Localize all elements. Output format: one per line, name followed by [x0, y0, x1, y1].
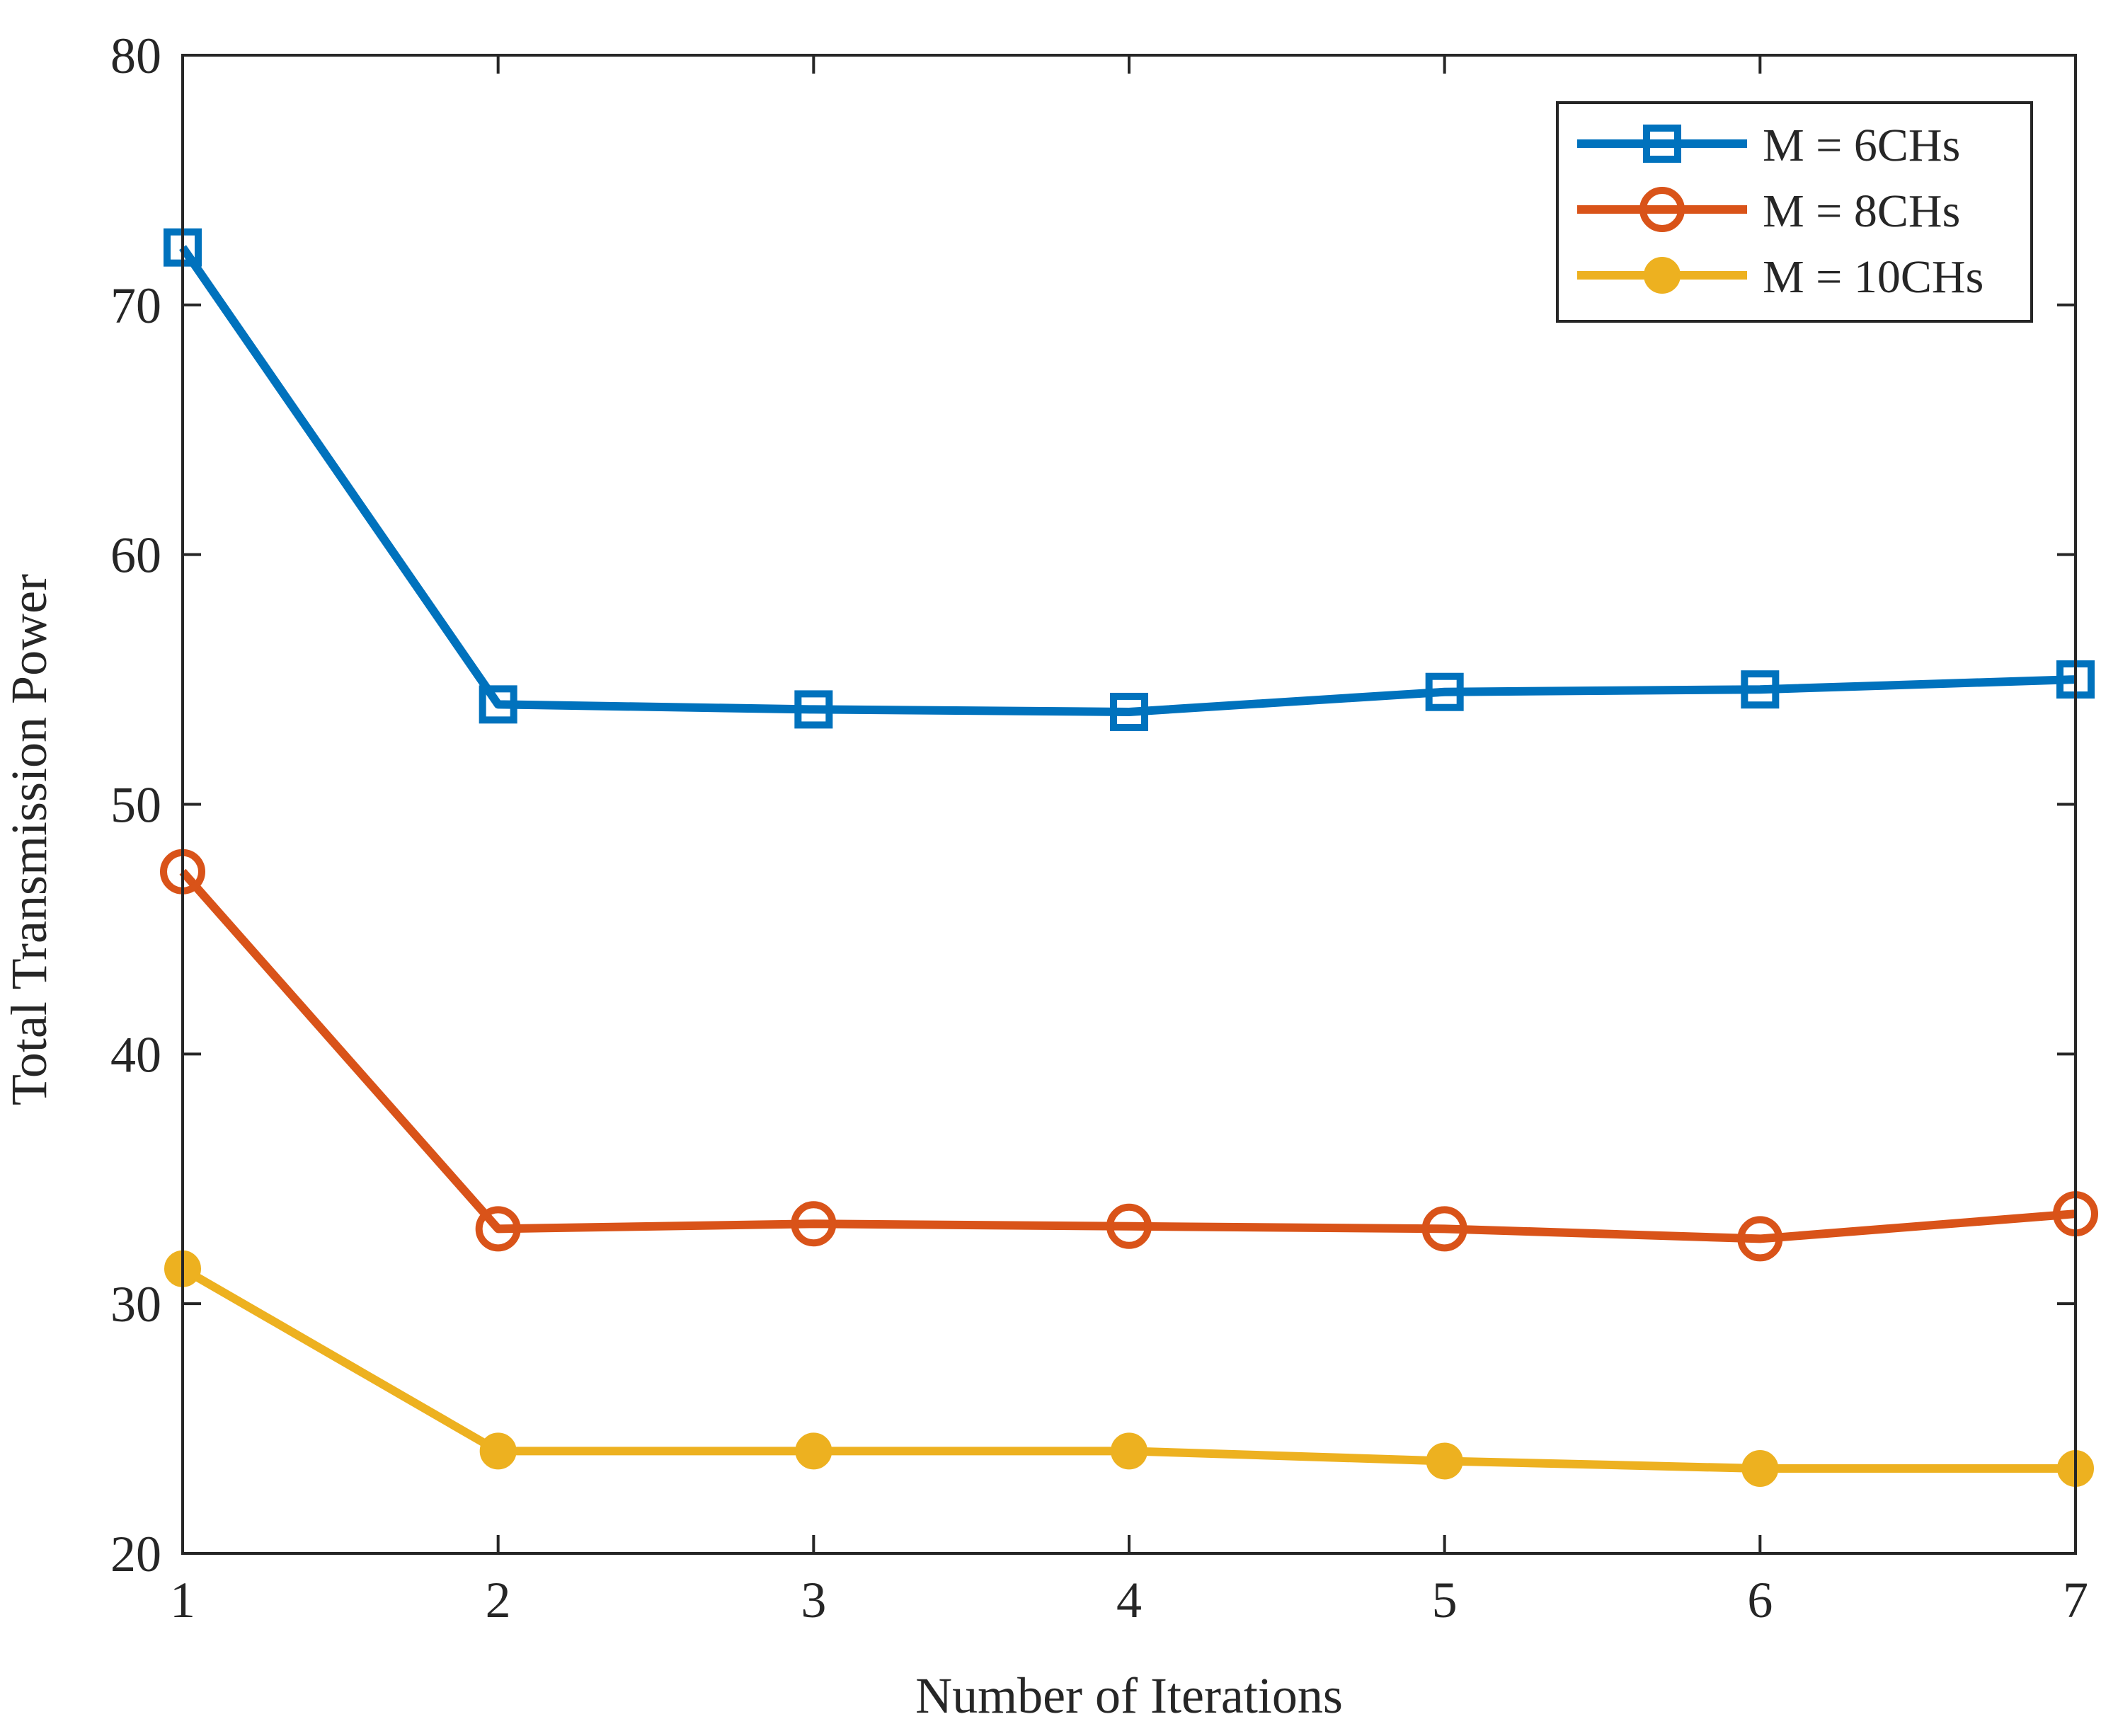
- series-3: [164, 1250, 2094, 1488]
- y-tick-label: 80: [110, 28, 161, 84]
- y-tick-label: 50: [110, 777, 161, 834]
- y-tick-label: 40: [110, 1026, 161, 1083]
- legend: M = 6CHs M = 8CHs M = 10CHs: [1556, 101, 2033, 323]
- series-layer: [160, 228, 2098, 1488]
- y-tick-label: 70: [110, 277, 161, 334]
- legend-marker: [1644, 257, 1681, 294]
- x-tick-label: 5: [1432, 1572, 1458, 1628]
- data-point: [1741, 670, 1780, 709]
- legend-label: M = 10CHs: [1763, 251, 1984, 303]
- ticks-layer: 1 2 3 4 5 6 7 20 30 40 50 60 70 80: [110, 28, 2088, 1628]
- y-tick-label: 60: [110, 527, 161, 584]
- x-tick-label: 4: [1116, 1572, 1142, 1628]
- data-point: [1421, 1206, 1467, 1252]
- data-point: [479, 1432, 517, 1470]
- data-point: [1110, 692, 1148, 731]
- data-point: [1741, 1450, 1779, 1488]
- legend-label: M = 8CHs: [1763, 185, 1960, 237]
- series-2: [160, 849, 2098, 1262]
- x-tick-label: 2: [486, 1572, 511, 1628]
- legend-item: M = 6CHs: [1577, 120, 1960, 171]
- data-point: [1737, 1216, 1783, 1262]
- legend-item: M = 8CHs: [1577, 185, 1960, 237]
- data-point: [1106, 1203, 1152, 1249]
- x-tick-label: 3: [801, 1572, 826, 1628]
- x-axis-label: Number of Iterations: [915, 1667, 1343, 1724]
- legend-marker: [1643, 125, 1681, 163]
- data-point: [794, 690, 833, 729]
- data-point: [1426, 1442, 1463, 1480]
- y-tick-label: 30: [110, 1276, 161, 1333]
- data-point: [791, 1201, 837, 1247]
- data-point: [475, 1206, 521, 1252]
- legend-marker: [1639, 187, 1685, 232]
- legend-item: M = 10CHs: [1577, 251, 1984, 303]
- series-line: [179, 245, 2076, 716]
- data-point: [795, 1432, 832, 1470]
- x-tick-label: 6: [1747, 1572, 1773, 1628]
- x-tick-label: 7: [2063, 1572, 2088, 1628]
- y-axis-label: Total Transmission Power: [1, 574, 57, 1105]
- series-line: [179, 868, 2076, 1243]
- legend-label: M = 6CHs: [1763, 120, 1960, 171]
- data-point: [1425, 672, 1464, 711]
- x-tick-label: 1: [170, 1572, 195, 1628]
- data-point: [1111, 1432, 1147, 1470]
- y-tick-label: 20: [110, 1526, 161, 1582]
- data-point: [479, 685, 517, 724]
